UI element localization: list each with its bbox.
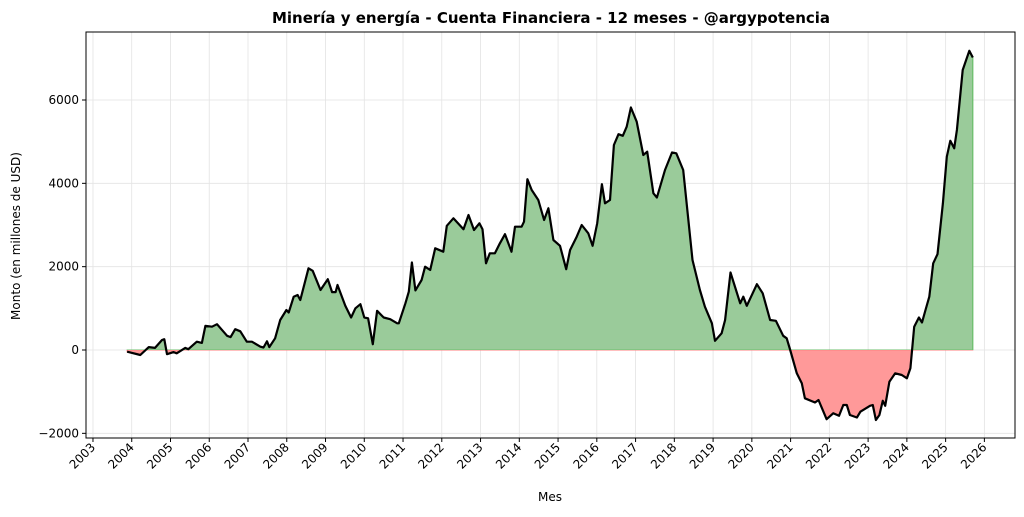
x-tick-label: 2026 [958,440,989,471]
x-tick-label: 2005 [144,440,175,471]
y-tick-label: 0 [71,343,79,357]
x-tick-label: 2010 [338,440,369,471]
y-tick-label: 2000 [48,260,79,274]
x-tick-label: 2004 [105,440,136,471]
plot-frame [85,31,1016,439]
x-axis: 2003 2004 2005 2006 2007 2008 2009 2010 2011 2012… [67,438,990,472]
x-tick-label: 2011 [377,440,408,471]
x-tick-label: 2024 [880,440,911,471]
x-tick-label: 2020 [725,440,756,471]
x-tick-label: 2025 [919,440,950,471]
x-tick-label: 2019 [687,440,718,471]
x-tick-label: 2014 [493,440,524,471]
x-tick-label: 2017 [609,440,640,471]
x-tick-label: 2016 [570,440,601,471]
y-axis: −2000 0 2000 4000 6000 [38,93,86,440]
x-tick-label: 2018 [648,440,679,471]
chart-title: Minería y energía - Cuenta Financiera - … [272,9,830,27]
x-tick-label: 2013 [454,440,485,471]
x-tick-label: 2007 [222,440,253,471]
x-tick-label: 2023 [842,440,873,471]
x-axis-label: Mes [538,490,562,504]
y-axis-label: Monto (en millones de USD) [9,152,23,320]
x-tick-label: 2012 [415,440,446,471]
x-tick-label: 2015 [532,440,563,471]
x-tick-label: 2003 [67,440,98,471]
x-tick-label: 2006 [183,440,214,471]
x-tick-label: 2021 [764,440,795,471]
y-tick-label: 4000 [48,176,79,190]
x-tick-label: 2008 [260,440,291,471]
series-line [126,49,974,422]
x-tick-label: 2022 [803,440,834,471]
y-tick-label: 6000 [48,93,79,107]
y-tick-label: −2000 [38,426,79,440]
x-tick-label: 2009 [299,440,330,471]
